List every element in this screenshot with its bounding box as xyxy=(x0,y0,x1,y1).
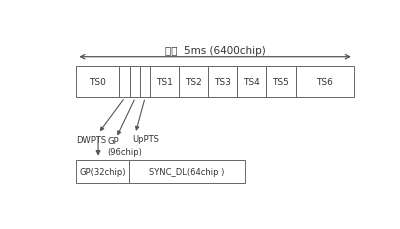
Bar xyxy=(296,67,354,98)
Text: TS4: TS4 xyxy=(244,78,260,87)
Bar xyxy=(129,161,245,183)
Bar xyxy=(179,67,208,98)
Text: SYNC_DL(64chip ): SYNC_DL(64chip ) xyxy=(150,168,225,177)
Bar xyxy=(150,67,179,98)
Bar xyxy=(130,67,140,98)
Text: 子帧  5ms (6400chip): 子帧 5ms (6400chip) xyxy=(165,46,266,56)
Text: TS0: TS0 xyxy=(90,78,106,87)
Text: DWPTS: DWPTS xyxy=(76,135,106,144)
Text: GP
(96chip): GP (96chip) xyxy=(107,137,142,156)
Text: TS1: TS1 xyxy=(156,78,173,87)
Text: GP(32chip): GP(32chip) xyxy=(80,168,126,177)
Text: TS2: TS2 xyxy=(185,78,202,87)
Text: TS3: TS3 xyxy=(214,78,231,87)
Text: TS6: TS6 xyxy=(316,78,333,87)
Bar xyxy=(140,67,150,98)
Bar xyxy=(208,67,237,98)
Bar xyxy=(119,67,130,98)
Bar xyxy=(76,67,119,98)
Text: TS5: TS5 xyxy=(272,78,290,87)
Bar xyxy=(237,67,266,98)
Text: UpPTS: UpPTS xyxy=(132,134,159,143)
Bar xyxy=(266,67,296,98)
Bar xyxy=(76,161,129,183)
